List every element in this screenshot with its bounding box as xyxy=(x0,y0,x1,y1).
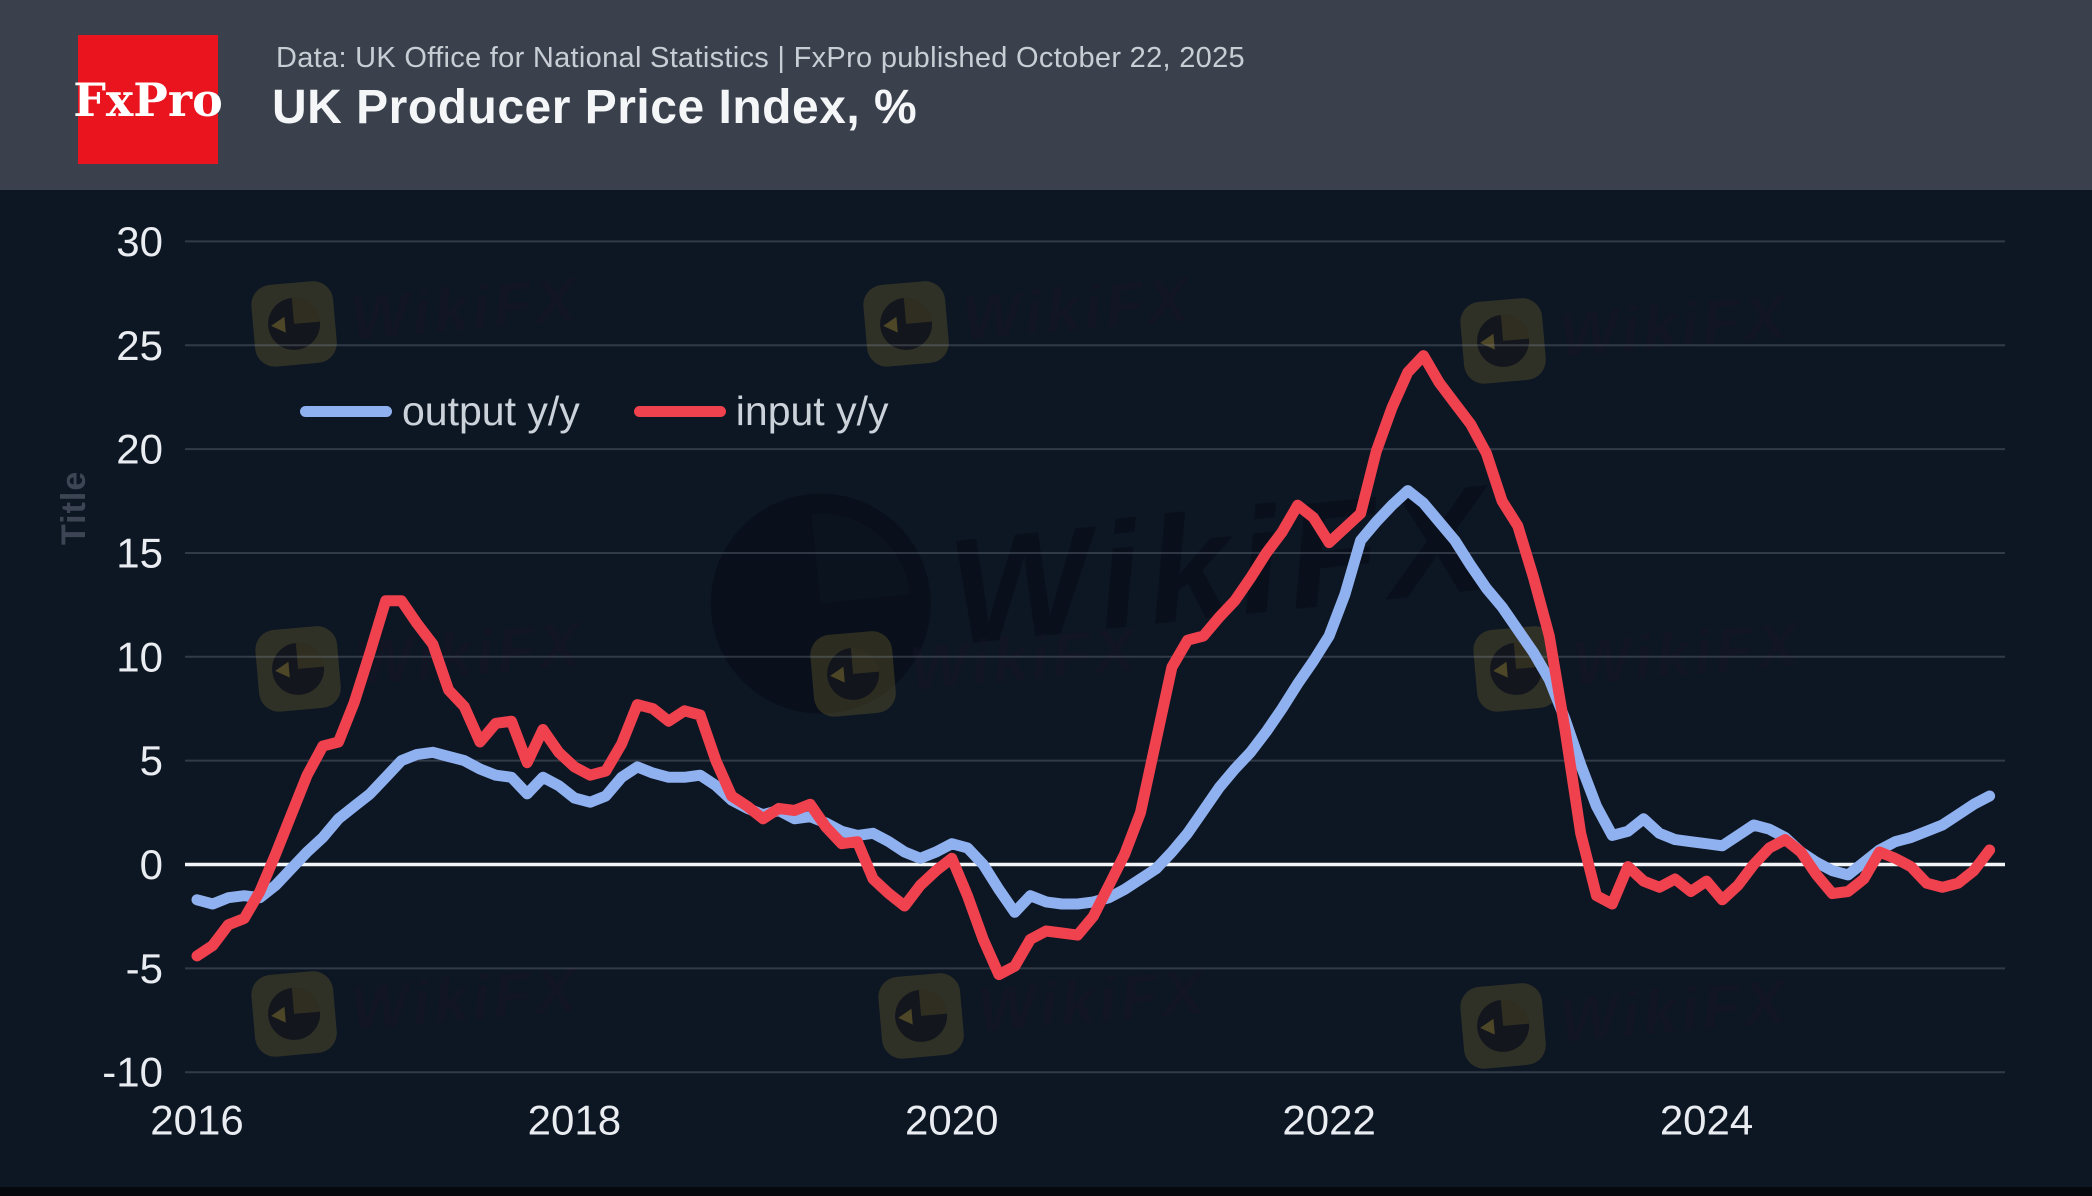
wikifx-eagle-wing-icon xyxy=(1500,314,1529,341)
watermark-text: WikiFX xyxy=(1570,610,1805,699)
wikifx-eagle-wing-icon xyxy=(1500,999,1529,1026)
wikifx-eagle-beak-icon xyxy=(830,666,845,683)
wikifx-eagle-icon xyxy=(1477,999,1530,1052)
wikifx-eagle-wing-icon xyxy=(918,989,947,1016)
watermark-group: WikiFX xyxy=(1460,967,1792,1069)
data-source-line: Data: UK Office for National Statistics … xyxy=(276,42,1245,74)
watermark-group: WikiFX xyxy=(1473,610,1805,712)
x-tick-label: 2022 xyxy=(1282,1097,1375,1144)
wikifx-eagle-icon xyxy=(827,647,880,700)
x-tick-label: 2018 xyxy=(528,1097,621,1144)
watermark-text: WikiFX xyxy=(1557,967,1792,1056)
wikifx-eagle-beak-icon xyxy=(271,316,286,333)
fxpro-logo-text: FxPro xyxy=(73,72,223,127)
wikifx-eagle-wing-icon xyxy=(291,987,320,1014)
x-tick-label: 2016 xyxy=(150,1097,243,1144)
y-tick-label: 30 xyxy=(116,218,163,265)
legend-label-output: output y/y xyxy=(402,388,580,434)
bottom-border-band xyxy=(0,1187,2092,1196)
watermark-group: WikiFX xyxy=(878,957,1210,1059)
wikifx-eagle-beak-icon xyxy=(1493,661,1508,678)
y-tick-label: 15 xyxy=(116,529,163,576)
wikifx-eagle-icon xyxy=(268,987,321,1040)
input-line xyxy=(191,350,1996,981)
x-axis-labels: 2016 2018 2020 2022 2024 xyxy=(150,1097,1753,1144)
y-axis-labels: 30 25 20 15 10 5 0 -5 -10 xyxy=(102,218,163,1096)
x-tick-label: 2020 xyxy=(905,1097,998,1144)
y-tick-label: 0 xyxy=(140,841,163,888)
wikifx-eagle-icon xyxy=(880,297,933,350)
legend-item-output: output y/y xyxy=(300,388,580,435)
watermark-group: WikiFX xyxy=(251,265,583,367)
wikifx-eagle-beak-icon xyxy=(275,661,290,678)
y-tick-label: 20 xyxy=(116,426,163,473)
y-tick-label: 5 xyxy=(140,737,163,784)
wikifx-eagle-beak-icon xyxy=(883,316,898,333)
chart-legend: output y/y input y/y xyxy=(300,388,888,435)
wikifx-eagle-icon xyxy=(710,493,931,714)
wikifx-eagle-icon xyxy=(1477,314,1530,367)
legend-item-input: input y/y xyxy=(633,388,889,435)
wikifx-eagle-beak-icon xyxy=(1480,333,1495,350)
x-tick-label: 2024 xyxy=(1660,1097,1753,1144)
wikifx-eagle-icon xyxy=(268,297,321,350)
y-axis-title: Title xyxy=(55,470,93,545)
legend-label-input: input y/y xyxy=(735,388,889,434)
wikifx-eagle-wing-icon xyxy=(811,513,911,604)
chart-title: UK Producer Price Index, % xyxy=(272,81,918,134)
output-line xyxy=(191,485,1996,918)
wikifx-eagle-icon xyxy=(1490,642,1543,695)
grid-layer xyxy=(185,240,2005,1074)
wikifx-eagle-icon xyxy=(895,989,948,1042)
input-line-swatch xyxy=(633,406,726,417)
wikifx-eagle-wing-icon xyxy=(295,642,324,669)
output-line-swatch xyxy=(300,406,392,417)
watermark-text: WikiFX xyxy=(352,610,587,699)
wikifx-eagle-beak-icon xyxy=(1480,1018,1495,1035)
header-bar: FxPro Data: UK Office for National Stati… xyxy=(0,0,2092,190)
watermark-text: WikiFX xyxy=(1557,282,1792,371)
wikifx-eagle-icon xyxy=(272,642,325,695)
wikifx-eagle-beak-icon xyxy=(898,1008,913,1025)
y-tick-label: -10 xyxy=(102,1049,163,1096)
fxpro-logo: FxPro xyxy=(73,35,223,164)
watermark-group: WikiFX xyxy=(251,955,583,1057)
wikifx-eagle-wing-icon xyxy=(850,647,879,674)
series-layer xyxy=(191,350,1996,981)
wikifx-eagle-wing-icon xyxy=(291,297,320,324)
wikifx-eagle-beak-icon xyxy=(271,1006,286,1023)
y-tick-label: 10 xyxy=(116,633,163,680)
y-tick-label: 25 xyxy=(116,322,163,369)
wikifx-eagle-wing-icon xyxy=(903,297,932,324)
watermark-group: WikiFX xyxy=(1460,282,1792,384)
y-tick-label: -5 xyxy=(126,945,163,992)
watermark-text: WikiFX xyxy=(960,265,1195,354)
watermark-text: WikiFX xyxy=(348,265,583,354)
watermark-text: WikiFX xyxy=(907,615,1142,704)
watermark-group: WikiFX xyxy=(863,265,1195,367)
